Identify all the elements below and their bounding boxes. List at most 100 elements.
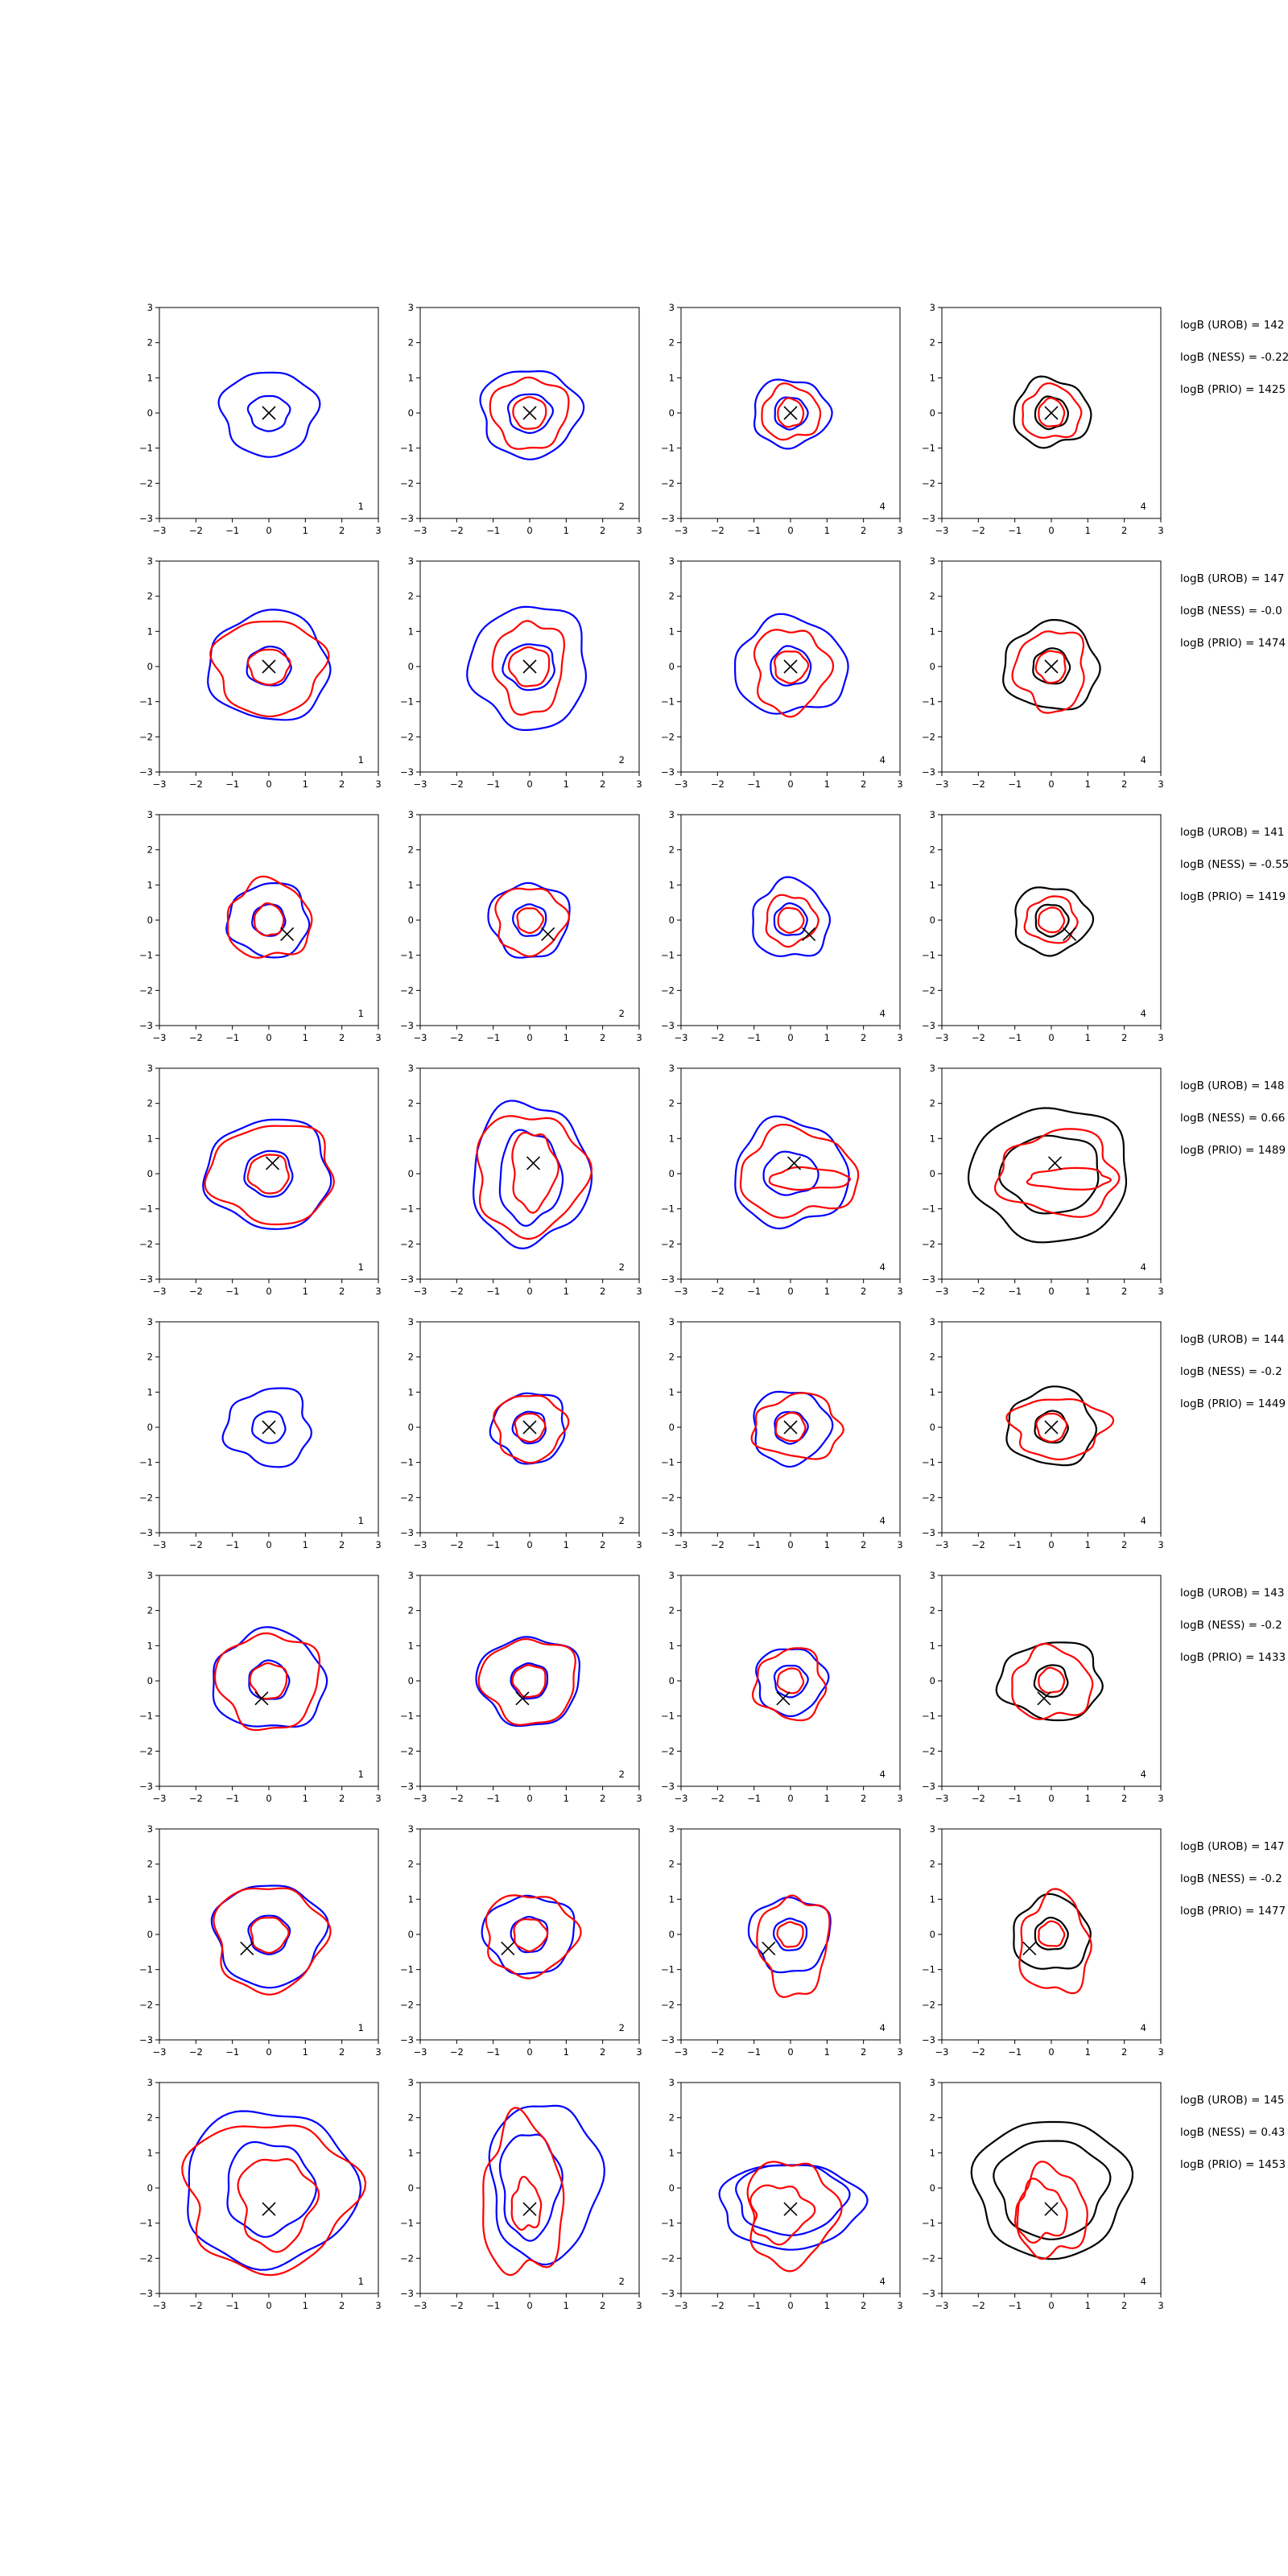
blue-contour [221,1387,312,1468]
x-tick-label: 2 [861,778,866,790]
x-tick-label: 0 [787,1793,793,1804]
y-tick-label: 3 [669,2077,675,2088]
y-tick-label: 0 [930,407,935,419]
y-tick-label: 1 [408,625,414,637]
blue-contour [753,378,833,450]
y-tick-label: 3 [930,1823,935,1835]
x-tick-label: −2 [972,1539,985,1550]
contours [466,605,587,731]
y-tick-label: 3 [930,1316,935,1327]
y-tick-label: −2 [400,477,414,489]
y-tick-label: 3 [408,555,414,567]
red-contour [516,907,544,934]
logb-annotation: logB (UROB) = 141 [1180,826,1284,839]
logb-annotation: logB (NESS) = 0.66 [1180,1112,1285,1125]
logb-annotation: logB (UROB) = 142 [1180,319,1284,332]
y-tick-label: −2 [139,477,153,489]
x-tick-label: 2 [600,1286,605,1297]
y-tick-label: −1 [922,2218,935,2229]
logb-annotation: logB (UROB) = 147 [1180,572,1284,585]
y-tick-label: −3 [922,1527,935,1538]
true-value-marker [1037,1691,1051,1706]
x-tick-label: −3 [414,2300,427,2311]
y-tick-label: 3 [408,2077,414,2088]
y-tick-label: 1 [408,1386,414,1397]
y-tick-label: 0 [669,407,675,419]
true-value-marker [262,659,276,674]
x-tick-label: 0 [1048,778,1054,790]
y-tick-label: 3 [147,1823,153,1835]
y-tick-label: 1 [930,372,935,383]
blue-contour [510,1916,549,1954]
y-tick-label: 0 [669,661,675,672]
y-tick-label: 2 [669,1098,675,1109]
red-contour [1037,906,1066,934]
x-tick-label: −3 [675,525,688,536]
y-tick-label: −2 [661,731,675,742]
x-tick-label: −3 [153,525,167,536]
panel-r6-c4: −3 −2 −1 0 1 2 3 −3 −2 −1 0 1 2 3 4 [922,1570,1164,1804]
y-tick-label: 2 [669,844,675,856]
y-tick-label: −2 [922,1999,935,2010]
x-tick-label: 3 [897,1032,902,1043]
red-contour [776,1921,804,1948]
contours [217,371,321,458]
logb-annotation: logB (NESS) = -0.2 [1180,1619,1282,1632]
black-contour [1032,647,1071,685]
x-tick-label: −1 [747,1539,761,1550]
black-contour [1005,1385,1097,1467]
x-tick-label: 2 [339,778,345,790]
y-tick-label: 3 [669,1063,675,1074]
x-tick-label: −3 [935,1286,949,1297]
red-contour [493,1394,570,1464]
red-contour [226,875,313,959]
y-tick-label: 1 [930,2147,935,2158]
y-tick-label: 2 [930,844,935,856]
y-tick-label: 3 [669,302,675,313]
y-tick-label: 1 [147,372,153,383]
true-value-marker [526,1156,541,1170]
y-tick-label: −2 [400,731,414,742]
y-tick-label: 0 [669,1168,675,1179]
x-tick-label: 1 [564,1539,569,1550]
logb-annotation: logB (PRIO) = 1425 [1180,383,1286,396]
panel-r3-c3: −3 −2 −1 0 1 2 3 −3 −2 −1 0 1 2 3 4 [661,809,903,1043]
x-tick-label: −1 [225,1286,239,1297]
y-tick-label: 0 [147,914,153,926]
x-tick-label: −1 [1008,1793,1022,1804]
y-tick-label: 2 [930,591,935,602]
x-tick-label: 0 [787,2046,793,2058]
x-tick-label: 1 [1085,1539,1091,1550]
x-tick-label: −2 [450,1539,464,1550]
panel-label: 2 [619,1769,625,1780]
x-tick-label: −1 [747,1793,761,1804]
y-tick-label: −1 [400,443,414,454]
red-contour [1016,2161,1088,2260]
true-value-marker [783,2202,798,2216]
x-tick-label: −1 [486,525,500,536]
logb-annotation: logB (UROB) = 148 [1180,1080,1284,1092]
blue-contour [762,1150,819,1196]
x-tick-label: −3 [153,2046,167,2058]
red-contour [777,906,805,934]
x-tick-label: −1 [225,1539,239,1550]
y-tick-label: −2 [139,985,153,996]
panel-r3-c1: −3 −2 −1 0 1 2 3 −3 −2 −1 0 1 2 3 1 [139,809,382,1043]
red-contour [1011,1642,1094,1720]
x-tick-label: 0 [526,2046,532,2058]
red-contour [508,646,551,687]
x-tick-label: −3 [414,2046,427,2058]
panel-label: 1 [358,2276,364,2287]
x-tick-label: −1 [486,2046,500,2058]
panel-label: 2 [619,501,625,512]
x-tick-label: −2 [450,525,464,536]
true-value-marker [1044,659,1059,674]
y-tick-label: 0 [147,1675,153,1686]
x-tick-label: 0 [266,1286,271,1297]
y-tick-label: −3 [922,1020,935,1031]
x-tick-label: −1 [486,2300,500,2311]
x-tick-label: −1 [486,1032,500,1043]
y-tick-label: 2 [669,591,675,602]
logb-annotation: logB (NESS) = -0.0 [1180,605,1282,617]
x-tick-label: −2 [189,778,203,790]
